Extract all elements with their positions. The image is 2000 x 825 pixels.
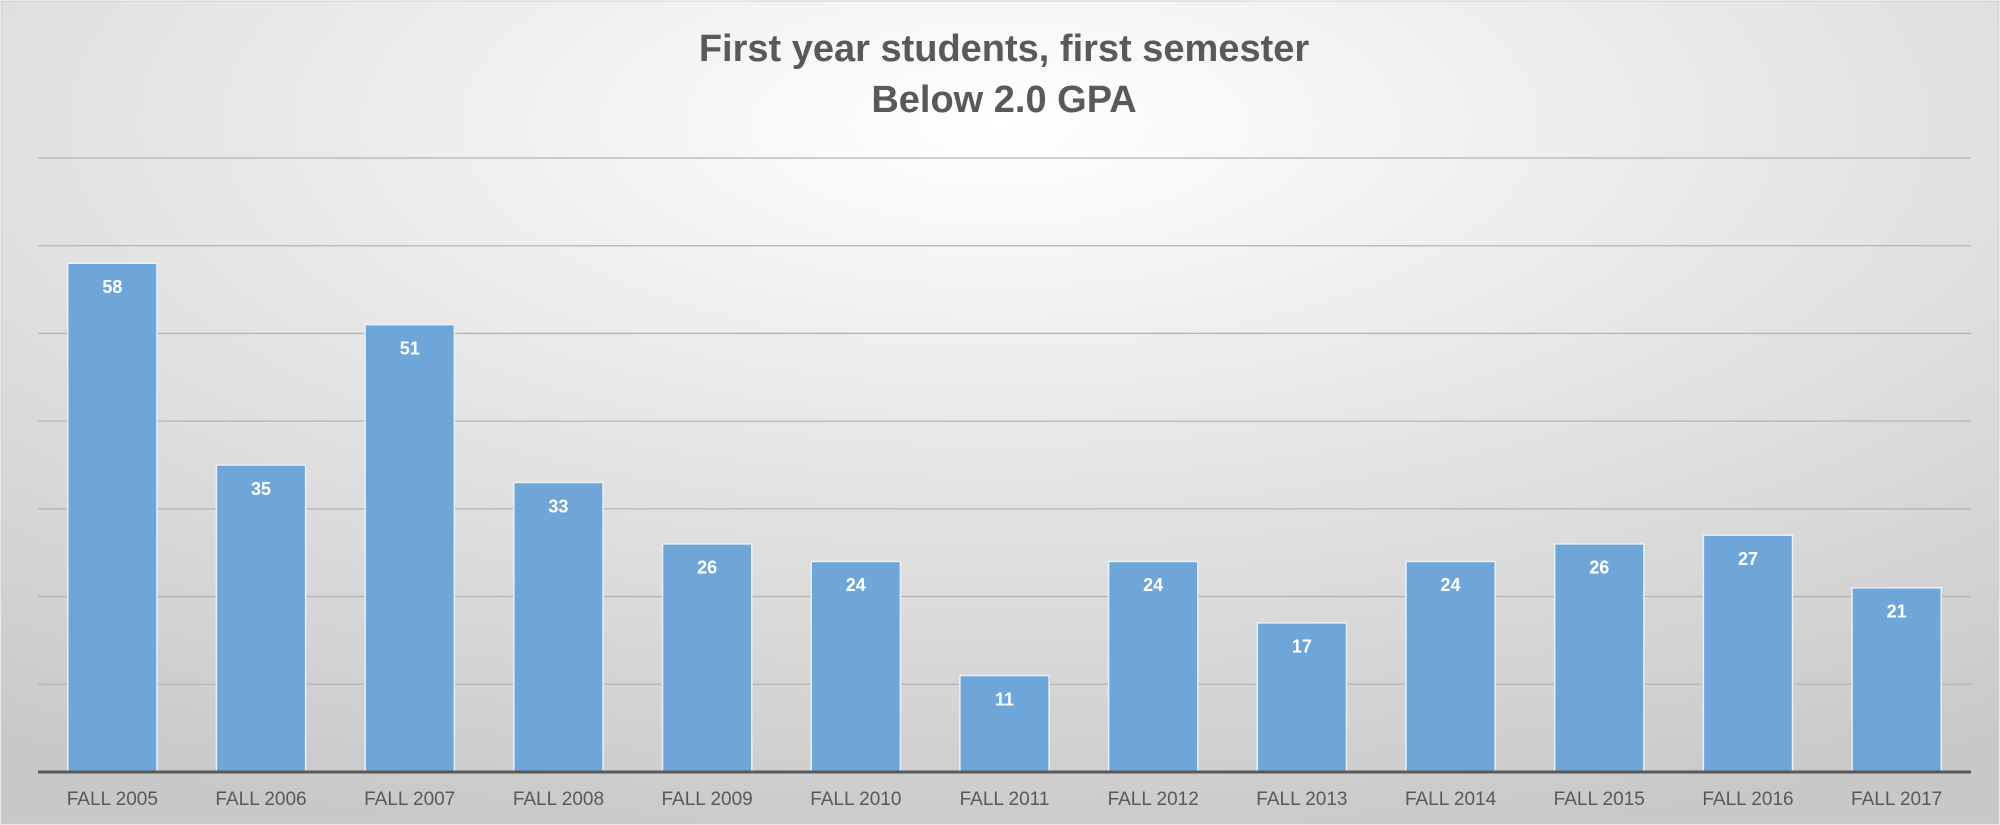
data-label: 24 [1143,575,1163,595]
x-tick-label: FALL 2015 [1554,789,1645,810]
bar [66,262,158,773]
data-label: 11 [995,689,1014,709]
data-label: 27 [1738,549,1758,569]
data-label: 58 [102,277,122,297]
chart-title: First year students, first semester [699,28,1310,70]
x-tick-label: FALL 2013 [1256,789,1347,810]
data-label: 24 [1441,575,1461,595]
bar [1107,560,1199,773]
bar [215,464,307,773]
x-tick-label: FALL 2014 [1405,789,1497,810]
bar [1851,587,1943,773]
x-tick-label: FALL 2005 [67,789,158,810]
data-label: 24 [846,575,866,595]
bar [513,481,604,773]
x-tick-label: FALL 2009 [662,789,753,810]
x-tick-label: FALL 2017 [1851,789,1942,810]
bar [364,323,456,773]
bar [810,560,902,773]
data-label: 26 [697,558,717,578]
x-tick-label: FALL 2011 [960,789,1050,810]
data-label: 51 [400,338,420,358]
bar [959,674,1050,773]
data-label: 33 [548,496,568,516]
x-tick-label: FALL 2010 [810,789,901,810]
bar [661,543,753,773]
data-label: 21 [1887,602,1907,622]
bar [1405,560,1496,773]
data-label: 17 [1292,637,1312,657]
data-label: 35 [251,479,271,499]
data-label: 26 [1589,558,1609,578]
x-tick-label: FALL 2016 [1702,789,1793,810]
bar [1702,534,1794,773]
x-tick-label: FALL 2012 [1108,789,1199,810]
x-tick-label: FALL 2008 [513,789,604,810]
bar [1553,543,1645,773]
x-tick-label: FALL 2007 [364,789,455,810]
bar [1256,622,1348,773]
x-tick-label: FALL 2006 [215,789,306,810]
chart-subtitle: Below 2.0 GPA [871,79,1136,121]
